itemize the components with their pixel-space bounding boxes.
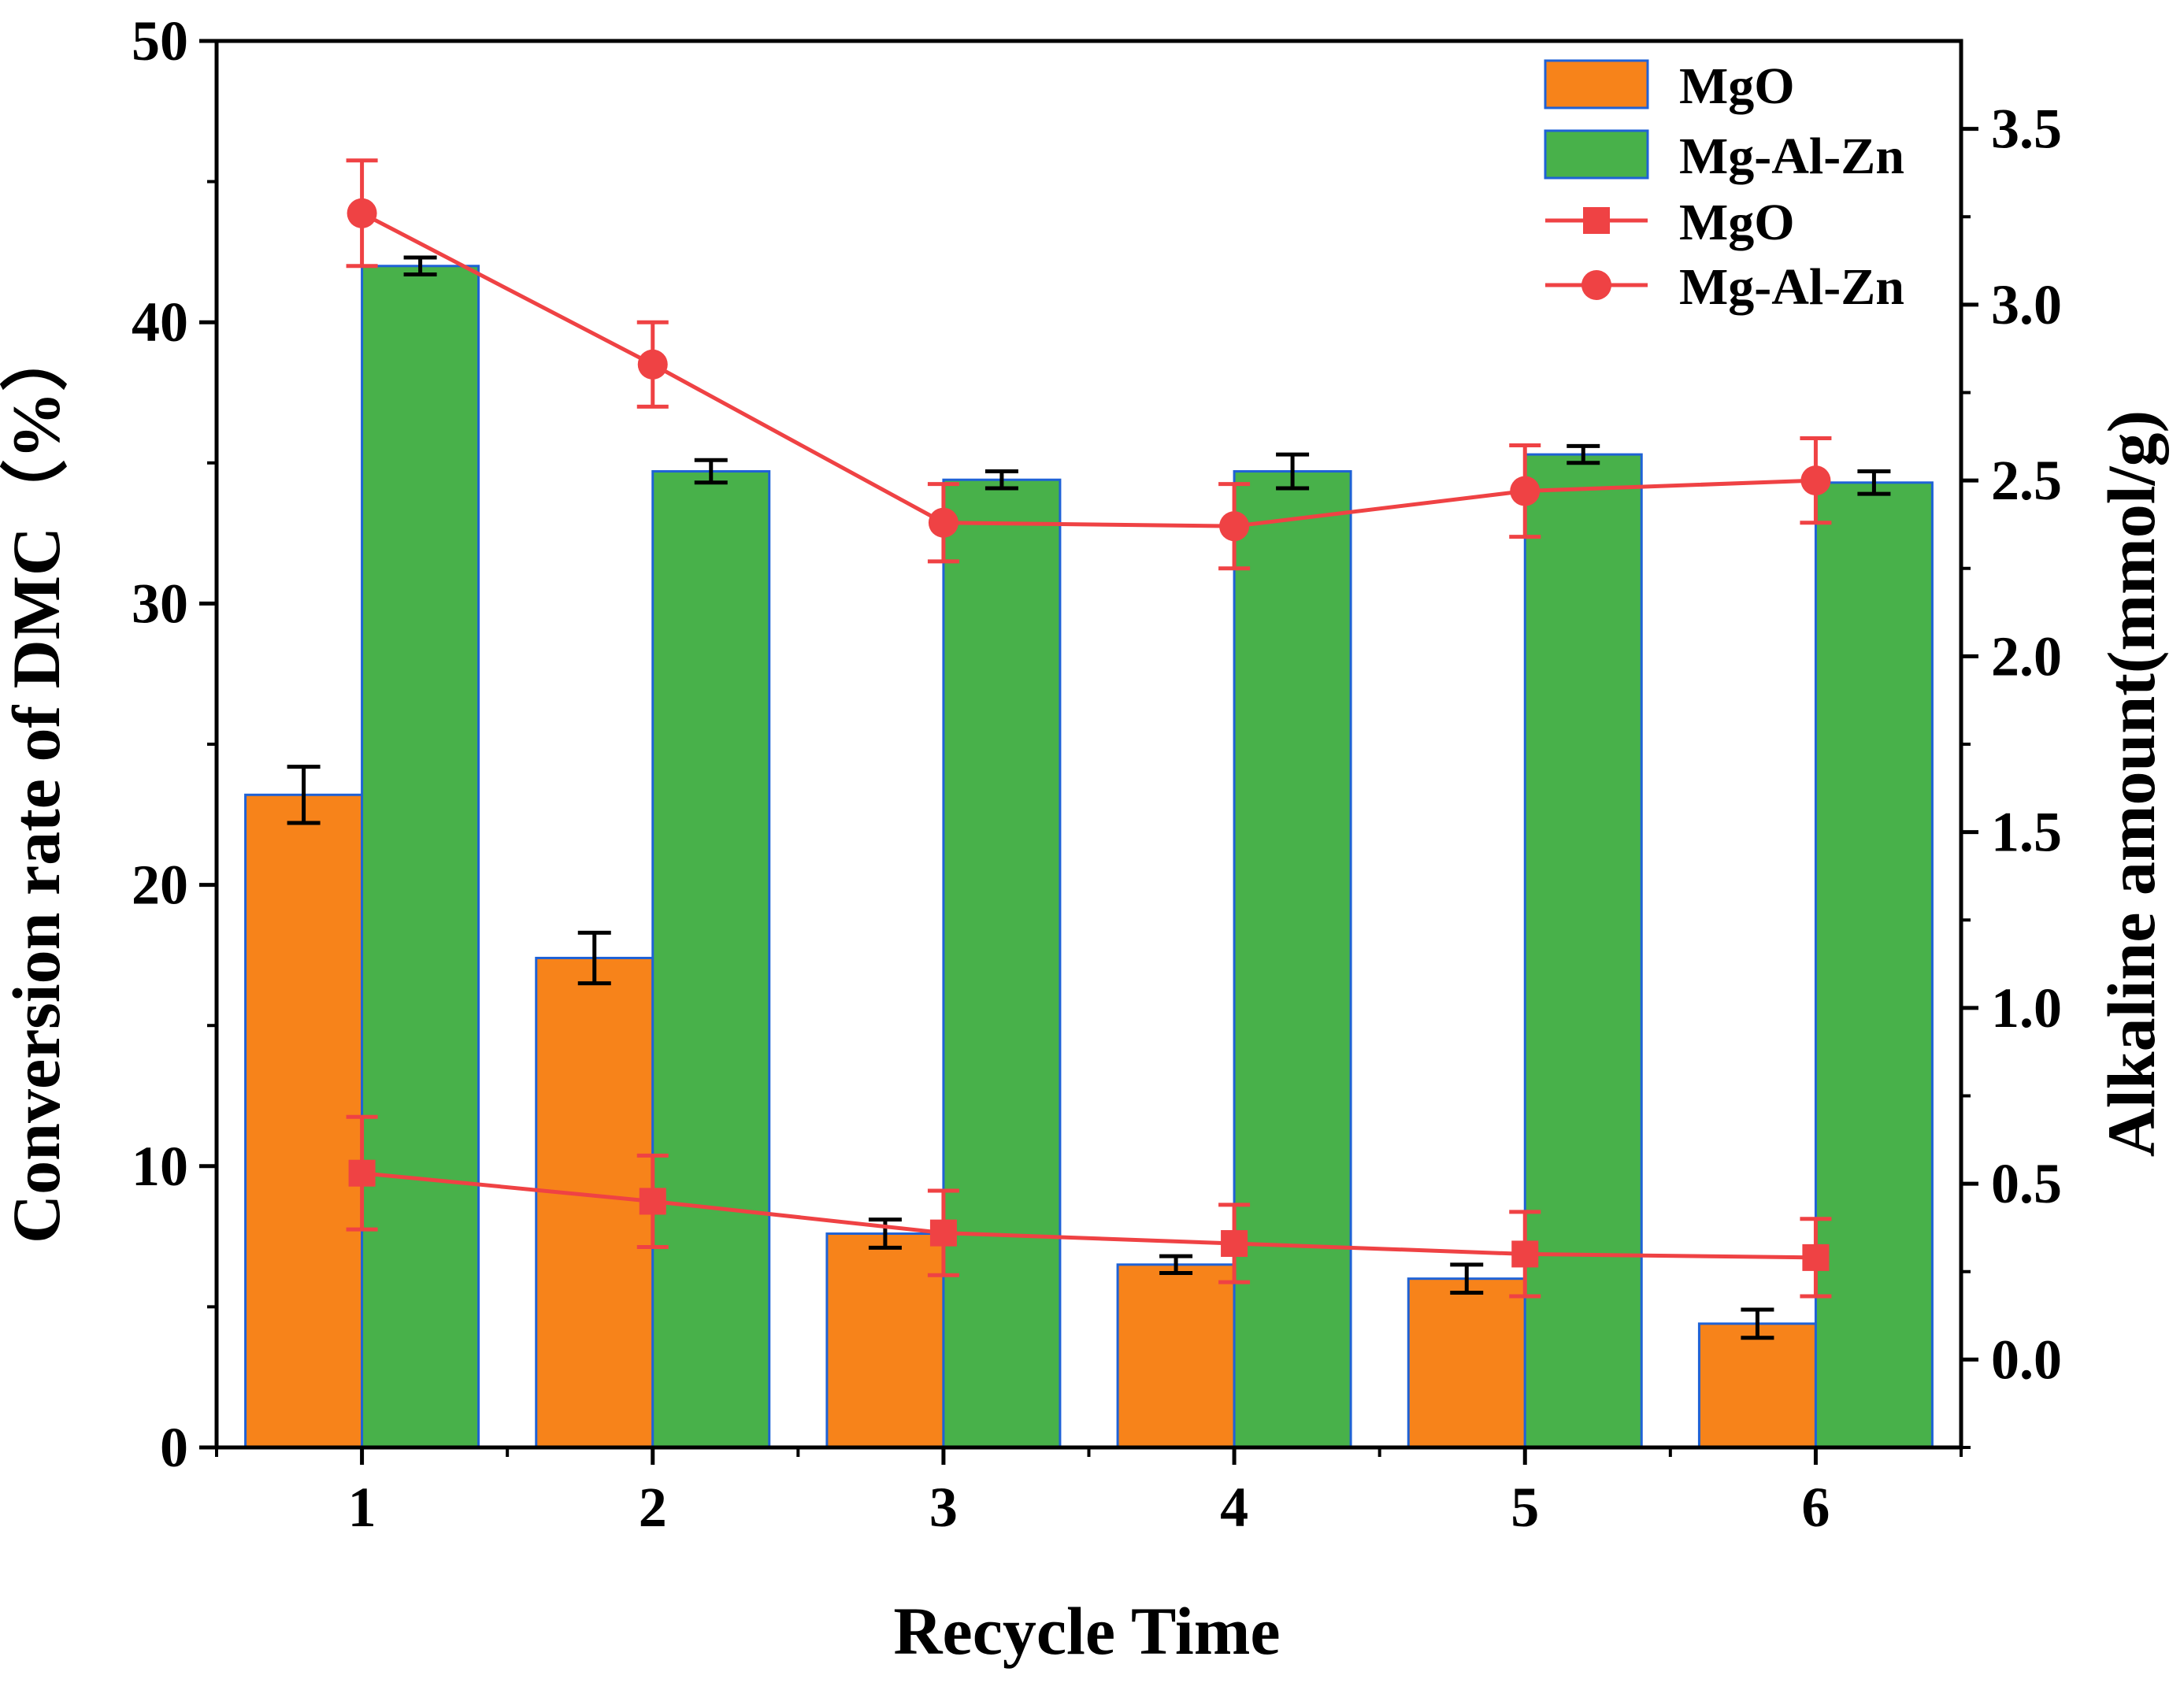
x-tick-label-5: 5 — [1511, 1476, 1539, 1539]
bar-mgo-5 — [1407, 1277, 1526, 1449]
y2-tick-label-0.5: 0.5 — [1991, 1152, 2062, 1215]
bar-mgo-4 — [1116, 1263, 1236, 1449]
y-tick-label-30: 30 — [132, 572, 188, 635]
point-mgo-1 — [348, 1159, 376, 1187]
bar-layer — [244, 255, 1934, 1449]
bar-mg-al-zn-2 — [651, 470, 771, 1449]
axes: 0 10 20 30 40 50 0.0 0.5 1.0 1.5 2.0 2.5 3.0 3.5 1 2 3 4 5… — [132, 9, 2062, 1539]
legend-label-2: Mg-Al-Zn — [1679, 128, 1904, 185]
point-mg-al-zn-2 — [637, 349, 668, 380]
bar-mg-al-zn-6 — [1814, 481, 1934, 1449]
point-mg-al-zn-4 — [1219, 511, 1250, 542]
legend-label-4: Mg-Al-Zn — [1679, 258, 1904, 316]
y2-tick-label-2.0: 2.0 — [1991, 624, 2062, 687]
line-mg-al-zn — [361, 211, 1816, 528]
point-mg-al-zn-5 — [1510, 476, 1541, 506]
y2-tick-label-3.5: 3.5 — [1991, 98, 2062, 161]
point-mg-al-zn-3 — [928, 507, 959, 538]
legend-swatch-bar-1 — [1544, 59, 1649, 109]
bar-mgo-6 — [1697, 1322, 1817, 1449]
bar-mg-al-zn-1 — [361, 265, 480, 1449]
point-mgo-4 — [1221, 1230, 1248, 1258]
legend-marker-2 — [1581, 270, 1611, 300]
point-mg-al-zn-1 — [347, 198, 377, 228]
x-axis-label: Recycle Time — [893, 1593, 1280, 1669]
y-tick-label-40: 40 — [132, 291, 188, 354]
bar-mg-al-zn-5 — [1523, 453, 1643, 1449]
point-mgo-5 — [1511, 1240, 1539, 1268]
line-layer — [346, 158, 1832, 1299]
y2-tick-label-2.5: 2.5 — [1991, 449, 2062, 512]
bar-mgo-1 — [244, 793, 364, 1449]
y2-tick-label-1.0: 1.0 — [1991, 977, 2062, 1040]
point-mg-al-zn-6 — [1800, 465, 1831, 496]
point-mgo-3 — [929, 1219, 957, 1247]
legend-label-1: MgO — [1679, 57, 1795, 115]
bar-mgo-3 — [825, 1232, 945, 1449]
y2-axis-label: Alkaline amount(mmol/g) — [2093, 410, 2169, 1157]
y-tick-label-20: 20 — [132, 854, 188, 917]
x-tick-label-2: 2 — [639, 1476, 667, 1539]
bar-mgo-2 — [535, 956, 654, 1449]
axis-labels: Recycle Time Conversion rate of DMC（%） A… — [0, 324, 2169, 1669]
y-tick-label-0: 0 — [160, 1416, 188, 1479]
point-mgo-6 — [1802, 1243, 1830, 1271]
legend-swatch-bar-2 — [1544, 129, 1649, 180]
y-tick-label-50: 50 — [132, 9, 188, 72]
x-tick-label-1: 1 — [348, 1476, 376, 1539]
point-mgo-2 — [639, 1188, 666, 1215]
y2-tick-label-1.5: 1.5 — [1991, 801, 2062, 864]
legend-marker-1 — [1583, 207, 1610, 234]
y-tick-label-10: 10 — [132, 1135, 188, 1198]
legend-label-3: MgO — [1679, 194, 1795, 251]
y-axis-label: Conversion rate of DMC（%） — [0, 324, 74, 1243]
y2-tick-label-0.0: 0.0 — [1991, 1328, 2062, 1391]
x-tick-label-3: 3 — [929, 1476, 958, 1539]
bar-mg-al-zn-4 — [1233, 470, 1352, 1449]
x-tick-label-4: 4 — [1220, 1476, 1248, 1539]
legend: MgO Mg-Al-Zn MgO Mg-Al-Zn — [1544, 57, 1904, 316]
line-mgo — [362, 1171, 1816, 1260]
x-tick-label-6: 6 — [1801, 1476, 1830, 1539]
bar-mg-al-zn-3 — [942, 478, 1062, 1449]
y2-tick-label-3.0: 3.0 — [1991, 273, 2062, 336]
